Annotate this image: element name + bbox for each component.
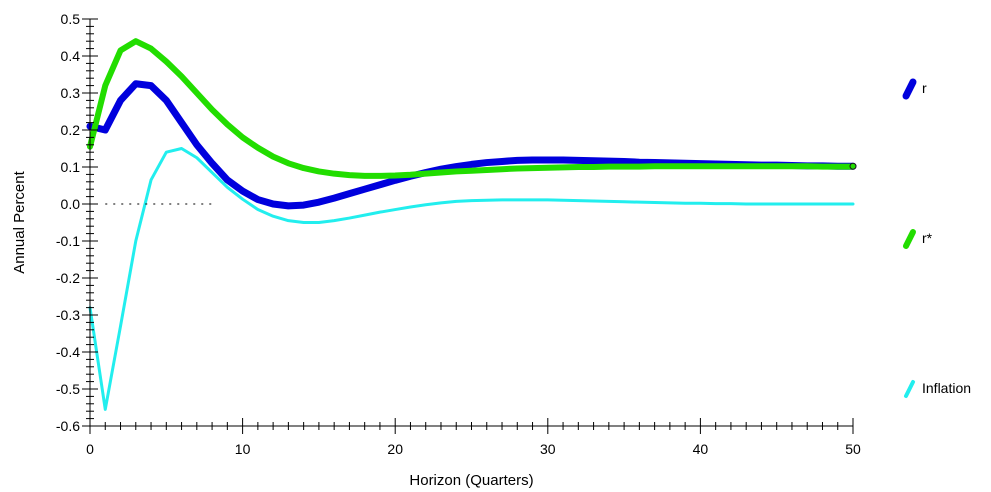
- legend-swatch: [902, 78, 917, 100]
- axes: -0.6 -0.5 -0.4 -0.3 -0.2 -0.1 0.0 0.1 0.2 0.3 0.4 0…: [56, 11, 861, 457]
- series-line-inflation: [88, 147, 855, 411]
- y-tick-label: 0.2: [61, 122, 81, 138]
- y-tick-label: -0.3: [56, 307, 80, 323]
- legend-swatch: [904, 380, 915, 398]
- y-axis-ticks: -0.6 -0.5 -0.4 -0.3 -0.2 -0.1 0.0 0.1 0.2 0.3 0.4 0…: [56, 11, 98, 434]
- series-line-rstar: [87, 38, 856, 179]
- x-tick-label: 20: [387, 441, 403, 457]
- plot-lines: [86, 38, 857, 411]
- y-tick-label: 0.3: [61, 85, 81, 101]
- x-tick-label: 50: [845, 441, 861, 457]
- legend: r r* Inflation: [902, 78, 971, 398]
- y-tick-label: -0.5: [56, 381, 80, 397]
- legend-label: Inflation: [922, 380, 971, 396]
- y-tick-label: 0.4: [61, 48, 81, 64]
- y-tick-label: 0.5: [61, 11, 81, 27]
- x-tick-label: 40: [693, 441, 709, 457]
- y-tick-label: 0.0: [61, 196, 81, 212]
- x-axis-label: Horizon (Quarters): [409, 472, 533, 489]
- y-axis-label: Annual Percent: [11, 170, 28, 273]
- y-tick-label: 0.1: [61, 159, 81, 175]
- y-tick-label: -0.1: [56, 233, 80, 249]
- legend-label: r*: [922, 230, 933, 246]
- legend-swatch: [903, 229, 916, 249]
- y-tick-label: -0.4: [56, 344, 80, 360]
- x-tick-label: 10: [235, 441, 251, 457]
- x-tick-label: 0: [86, 441, 94, 457]
- y-tick-label: -0.2: [56, 270, 80, 286]
- series-end-marker: [849, 162, 857, 170]
- legend-label: r: [922, 80, 927, 96]
- x-axis-ticks: 0 10 20 30 40 50: [86, 418, 861, 457]
- y-tick-label: -0.6: [56, 418, 80, 434]
- x-tick-label: 30: [540, 441, 556, 457]
